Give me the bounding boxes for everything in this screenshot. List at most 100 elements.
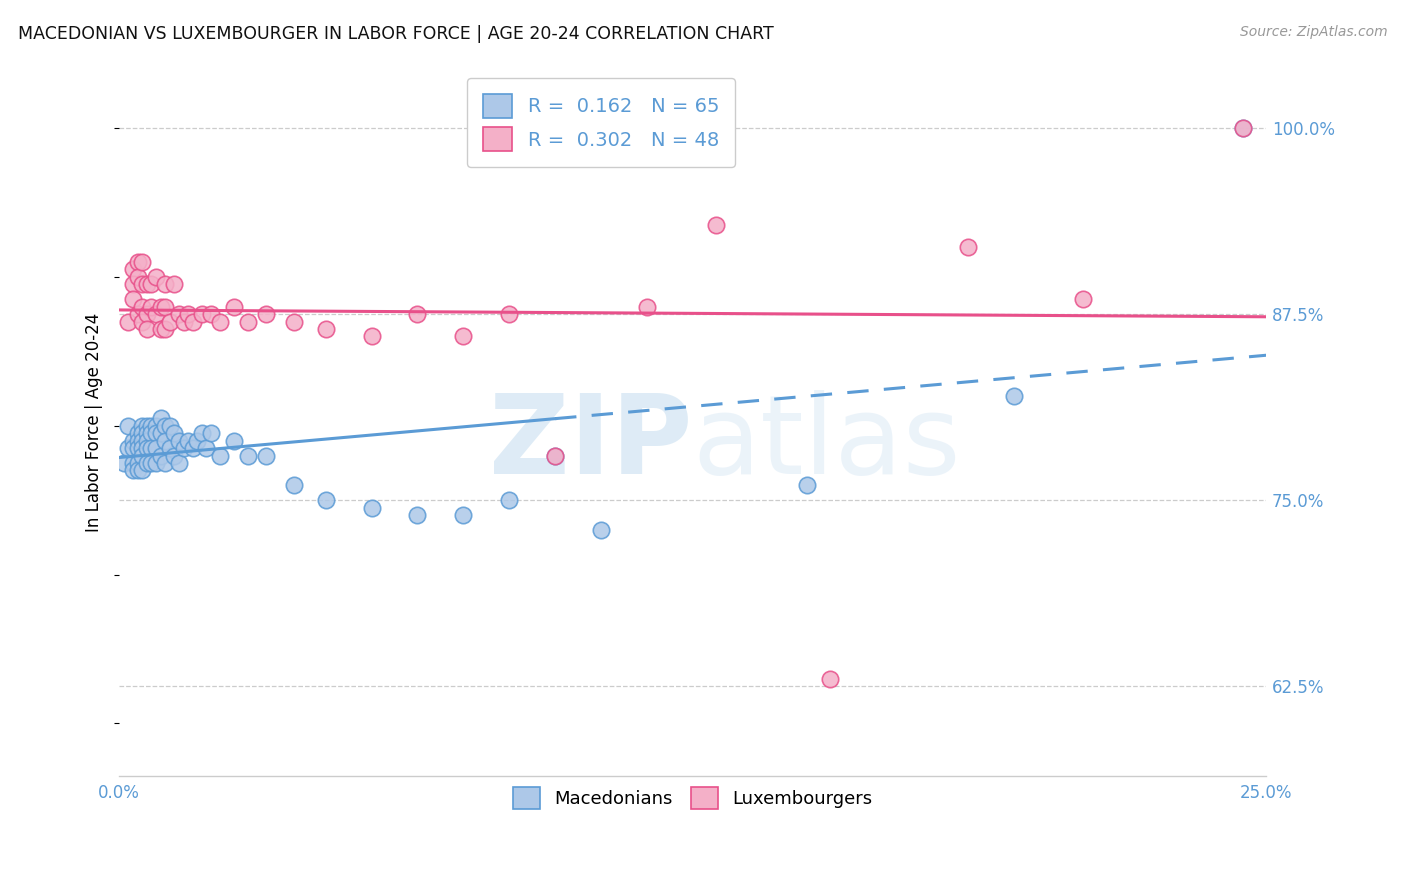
Point <box>159 418 181 433</box>
Point <box>131 255 153 269</box>
Point <box>127 463 149 477</box>
Point <box>209 314 232 328</box>
Point <box>195 441 218 455</box>
Point <box>153 277 176 292</box>
Point <box>127 307 149 321</box>
Point <box>283 314 305 328</box>
Text: Source: ZipAtlas.com: Source: ZipAtlas.com <box>1240 25 1388 39</box>
Point <box>141 426 163 441</box>
Point <box>177 307 200 321</box>
Point <box>127 434 149 448</box>
Point <box>173 314 195 328</box>
Point <box>127 456 149 470</box>
Point <box>544 449 567 463</box>
Point <box>236 449 259 463</box>
Point <box>131 277 153 292</box>
Point <box>406 508 429 522</box>
Point <box>153 434 176 448</box>
Point <box>131 300 153 314</box>
Point <box>200 307 222 321</box>
Point <box>181 441 204 455</box>
Point <box>315 493 337 508</box>
Point <box>141 456 163 470</box>
Point <box>135 426 157 441</box>
Point <box>131 418 153 433</box>
Point <box>135 322 157 336</box>
Point <box>127 255 149 269</box>
Point <box>283 478 305 492</box>
Point <box>112 456 135 470</box>
Text: ZIP: ZIP <box>489 390 693 497</box>
Point <box>453 329 475 343</box>
Point <box>498 307 520 321</box>
Point <box>145 426 167 441</box>
Legend: Macedonians, Luxembourgers: Macedonians, Luxembourgers <box>506 780 880 816</box>
Point <box>177 434 200 448</box>
Point <box>149 449 172 463</box>
Point <box>191 307 214 321</box>
Text: MACEDONIAN VS LUXEMBOURGER IN LABOR FORCE | AGE 20-24 CORRELATION CHART: MACEDONIAN VS LUXEMBOURGER IN LABOR FORC… <box>18 25 775 43</box>
Point <box>145 418 167 433</box>
Point <box>209 449 232 463</box>
Point <box>117 314 139 328</box>
Point <box>181 314 204 328</box>
Point <box>122 292 145 306</box>
Point <box>159 314 181 328</box>
Point <box>149 322 172 336</box>
Point <box>141 441 163 455</box>
Point <box>167 456 190 470</box>
Point <box>153 456 176 470</box>
Point <box>145 269 167 284</box>
Point <box>153 300 176 314</box>
Text: atlas: atlas <box>693 390 962 497</box>
Point <box>135 456 157 470</box>
Point <box>153 418 176 433</box>
Point <box>704 218 727 232</box>
Point <box>127 269 149 284</box>
Point <box>498 493 520 508</box>
Point <box>191 426 214 441</box>
Point <box>127 426 149 441</box>
Point <box>636 300 658 314</box>
Point <box>796 478 818 492</box>
Point <box>236 314 259 328</box>
Point <box>135 441 157 455</box>
Point <box>163 426 186 441</box>
Point <box>131 441 153 455</box>
Point <box>360 500 382 515</box>
Point <box>141 277 163 292</box>
Point <box>589 523 612 537</box>
Point <box>167 307 190 321</box>
Point <box>1232 121 1254 136</box>
Point <box>163 449 186 463</box>
Point <box>315 322 337 336</box>
Point <box>200 426 222 441</box>
Point <box>153 322 176 336</box>
Point <box>1002 389 1025 403</box>
Point <box>131 426 153 441</box>
Point <box>122 262 145 277</box>
Point <box>135 418 157 433</box>
Point <box>131 434 153 448</box>
Point <box>127 441 149 455</box>
Point <box>131 463 153 477</box>
Point <box>173 441 195 455</box>
Point <box>145 307 167 321</box>
Point <box>1232 121 1254 136</box>
Point <box>163 277 186 292</box>
Point <box>222 434 245 448</box>
Point <box>122 434 145 448</box>
Point <box>254 449 277 463</box>
Point <box>122 456 145 470</box>
Point <box>135 277 157 292</box>
Point <box>544 449 567 463</box>
Point <box>167 434 190 448</box>
Point <box>141 418 163 433</box>
Point <box>254 307 277 321</box>
Point <box>149 411 172 425</box>
Point <box>141 300 163 314</box>
Point <box>122 463 145 477</box>
Point <box>406 307 429 321</box>
Point <box>131 449 153 463</box>
Point <box>222 300 245 314</box>
